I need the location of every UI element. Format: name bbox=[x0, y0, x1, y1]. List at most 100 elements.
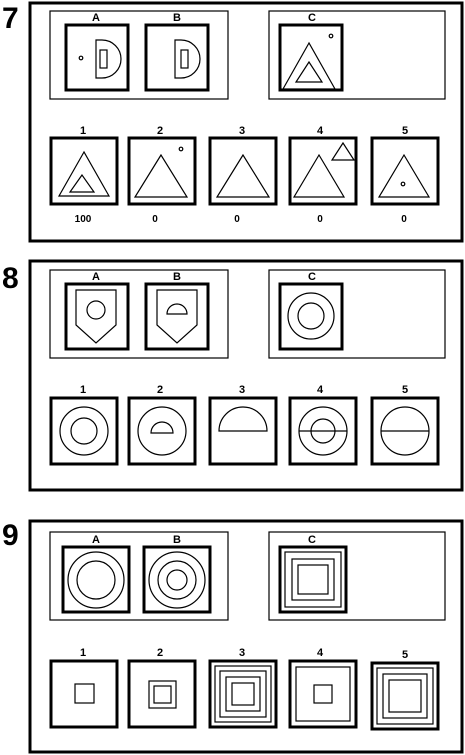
option-3[interactable]: 3 bbox=[208, 384, 278, 466]
outer-circle-shape bbox=[287, 292, 335, 340]
example-panel-ab bbox=[49, 269, 229, 359]
example-c: C bbox=[278, 534, 348, 614]
dot-shape bbox=[178, 146, 184, 152]
example-a: A bbox=[64, 271, 130, 351]
dot-shape bbox=[78, 55, 84, 61]
inner-square-shape bbox=[297, 564, 329, 595]
puzzle-frame bbox=[28, 1, 464, 243]
option-4[interactable]: 4 0 bbox=[288, 125, 358, 225]
option-1[interactable]: 1 bbox=[49, 384, 119, 466]
circle-shape bbox=[86, 300, 106, 320]
small-rectangle-shape bbox=[99, 49, 108, 69]
option-2[interactable]: 2 bbox=[127, 647, 197, 729]
large-triangle-shape bbox=[292, 153, 346, 198]
example-label: B bbox=[173, 12, 181, 24]
example-a: A bbox=[64, 12, 130, 92]
option-label: 3 bbox=[239, 647, 245, 659]
dot-shape bbox=[400, 181, 406, 187]
square-3-shape bbox=[225, 676, 261, 712]
option-1[interactable]: 1 100 bbox=[49, 125, 119, 225]
puzzle-number: 8 bbox=[2, 262, 19, 295]
half-circle-shape bbox=[218, 406, 268, 432]
option-5[interactable]: 5 bbox=[370, 649, 440, 731]
option-label: 4 bbox=[317, 384, 324, 396]
example-a: A bbox=[61, 534, 131, 614]
large-triangle-shape bbox=[377, 153, 431, 198]
option-2[interactable]: 2 bbox=[127, 384, 197, 466]
example-label: A bbox=[92, 271, 100, 283]
option-score: 0 bbox=[234, 214, 240, 225]
option-5[interactable]: 5 0 bbox=[370, 125, 440, 225]
shield-shape bbox=[75, 289, 117, 344]
example-label: A bbox=[92, 12, 100, 24]
inner-circle-shape bbox=[70, 417, 98, 445]
large-triangle-shape bbox=[57, 150, 111, 197]
puzzle-8: 8 A B C 1 2 bbox=[2, 259, 464, 492]
square-shape bbox=[74, 683, 95, 704]
outer-square-shape bbox=[295, 666, 351, 722]
half-disc-shape bbox=[95, 39, 122, 79]
option-1[interactable]: 1 bbox=[49, 647, 119, 729]
large-triangle-shape bbox=[215, 153, 271, 198]
figure-box bbox=[370, 136, 440, 206]
option-label: 4 bbox=[317, 125, 324, 137]
outer-circle-shape bbox=[59, 406, 109, 456]
middle-square-shape bbox=[382, 673, 428, 719]
example-panel-c bbox=[268, 10, 446, 100]
example-label: C bbox=[308, 534, 316, 546]
large-triangle-shape bbox=[133, 153, 189, 198]
puzzle-number: 7 bbox=[2, 2, 19, 35]
outer-circle-shape bbox=[67, 551, 125, 609]
example-panel-ab bbox=[49, 531, 229, 621]
figure-box bbox=[278, 282, 344, 351]
example-c: C bbox=[278, 271, 344, 351]
figure-box bbox=[64, 23, 130, 92]
option-3[interactable]: 3 bbox=[208, 647, 278, 729]
puzzle-number: 9 bbox=[2, 519, 19, 552]
option-label: 5 bbox=[402, 384, 408, 396]
figure-box bbox=[144, 23, 210, 92]
puzzle-frame bbox=[28, 259, 464, 492]
small-triangle-shape bbox=[294, 60, 324, 83]
example-label: C bbox=[308, 12, 316, 24]
figure-box bbox=[208, 659, 278, 729]
figure-box bbox=[370, 661, 440, 731]
large-triangle-shape bbox=[281, 41, 337, 90]
figure-box bbox=[208, 136, 278, 206]
inner-square-shape bbox=[153, 685, 172, 704]
outer-square-shape bbox=[376, 667, 434, 725]
figure-box bbox=[278, 545, 348, 614]
option-2[interactable]: 2 0 bbox=[127, 125, 197, 225]
option-label: 2 bbox=[157, 125, 163, 137]
half-circle-shape bbox=[166, 303, 188, 315]
figure-box bbox=[288, 659, 358, 729]
small-triangle-shape bbox=[68, 173, 96, 193]
inner-square-shape bbox=[388, 679, 422, 713]
option-4[interactable]: 4 bbox=[288, 384, 358, 466]
middle-circle-shape bbox=[157, 560, 197, 600]
inner-circle-shape bbox=[76, 560, 116, 600]
option-label: 1 bbox=[80, 647, 86, 659]
option-5[interactable]: 5 bbox=[370, 384, 440, 466]
option-score: 100 bbox=[75, 214, 92, 225]
square-2-shape bbox=[219, 670, 267, 718]
example-c: C bbox=[278, 12, 344, 92]
example-panel-c bbox=[268, 531, 446, 621]
option-score: 0 bbox=[152, 214, 158, 225]
option-label: 4 bbox=[317, 647, 324, 659]
figure-box bbox=[142, 545, 212, 614]
puzzle-9: 9 A B C 1 2 bbox=[2, 519, 464, 754]
option-3[interactable]: 3 0 bbox=[208, 125, 278, 225]
half-disc-shape bbox=[174, 39, 201, 79]
inner-circle-shape bbox=[297, 302, 325, 330]
small-rectangle-shape bbox=[180, 49, 189, 69]
example-panel-ab bbox=[49, 10, 229, 100]
square-1-shape bbox=[214, 665, 272, 723]
middle-square-shape bbox=[291, 558, 335, 601]
option-label: 3 bbox=[239, 125, 245, 137]
outer-circle-shape bbox=[137, 406, 187, 456]
puzzle-7: 7 A B C 1 bbox=[2, 1, 464, 243]
option-4[interactable]: 4 bbox=[288, 647, 358, 729]
figure-box bbox=[278, 23, 344, 92]
example-panel-c bbox=[268, 269, 446, 359]
